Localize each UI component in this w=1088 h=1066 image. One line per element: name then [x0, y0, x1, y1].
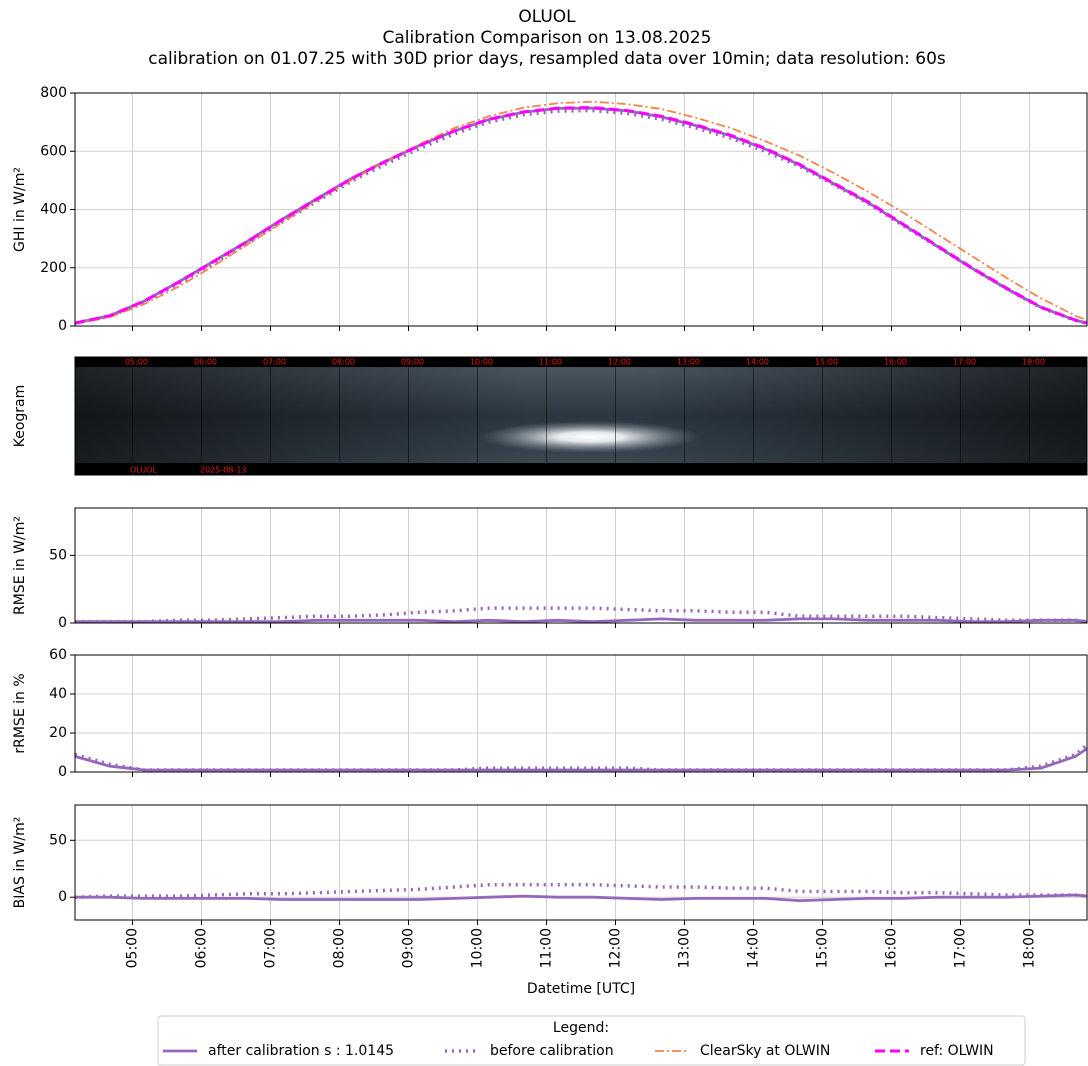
series-line	[75, 747, 1087, 772]
subtitle: Calibration Comparison on 13.08.2025	[382, 28, 711, 48]
axes-frame	[74, 654, 1088, 773]
keogram-label: 06:00	[194, 358, 217, 367]
x-tick-label: 13:00	[677, 928, 693, 968]
keogram-label: 10:00	[470, 358, 493, 367]
keogram-label: 13:00	[677, 358, 700, 367]
series-line	[75, 893, 1087, 903]
x-tick-label: 06:00	[194, 928, 210, 968]
axes-frame	[74, 92, 1088, 327]
x-tick-label: 16:00	[884, 928, 900, 968]
y-axis-label: Keogram	[12, 385, 28, 448]
series-line	[75, 617, 1087, 623]
x-tick-label: 12:00	[608, 928, 624, 968]
keogram-label: 2025-08-13	[200, 466, 247, 475]
y-axis-label: RMSE in W/m²	[12, 516, 28, 615]
x-tick-label: 17:00	[953, 928, 969, 968]
y-tick-label: 800	[40, 85, 67, 101]
keogram-label: 18:00	[1022, 358, 1045, 367]
y-tick-label: 50	[49, 832, 67, 848]
y-tick-label: 0	[58, 615, 67, 631]
x-tick-label: 07:00	[263, 928, 279, 968]
y-tick-label: 600	[40, 143, 67, 159]
axes-frame	[74, 356, 1088, 476]
legend-title: Legend:	[553, 1020, 609, 1036]
axes-frame	[74, 804, 1088, 921]
series-line	[75, 106, 1087, 325]
series-line	[75, 882, 1087, 899]
series-line	[75, 100, 1087, 325]
y-tick-label: 40	[49, 686, 67, 702]
y-axis-label: BIAS in W/m²	[12, 817, 28, 909]
keogram-label: 12:00	[608, 358, 631, 367]
x-tick-label: 08:00	[332, 928, 348, 968]
y-tick-label: 60	[49, 647, 67, 663]
legend-label: before calibration	[490, 1043, 614, 1059]
x-tick-label: 10:00	[470, 928, 486, 968]
keogram-label: 05:00	[125, 358, 148, 367]
axes-frame	[74, 507, 1088, 624]
keogram-label: 17:00	[953, 358, 976, 367]
y-tick-label: 400	[40, 202, 67, 218]
series-line	[75, 743, 1087, 772]
keogram-sun	[480, 421, 700, 453]
keogram-label: 09:00	[401, 358, 424, 367]
x-tick-label: 14:00	[746, 928, 762, 968]
x-tick-label: 15:00	[815, 928, 831, 968]
y-tick-label: 0	[58, 889, 67, 905]
keogram-label: OLUOL	[130, 466, 158, 475]
keogram-label: 07:00	[263, 358, 286, 367]
legend-label: ClearSky at OLWIN	[700, 1043, 830, 1059]
title: OLUOL	[518, 7, 576, 27]
keogram-label: 08:00	[332, 358, 355, 367]
y-tick-label: 20	[49, 725, 67, 741]
series-line	[75, 108, 1087, 326]
series-line	[75, 106, 1087, 325]
keogram-label: 14:00	[746, 358, 769, 367]
y-tick-label: 50	[49, 547, 67, 563]
y-axis-label: rRMSE in %	[12, 673, 28, 753]
legend-label: ref: OLWIN	[920, 1043, 994, 1059]
legend-label: after calibration s : 1.0145	[208, 1043, 394, 1059]
x-axis-label: Datetime [UTC]	[527, 981, 635, 997]
keogram-label: 15:00	[815, 358, 838, 367]
keogram-label: 11:00	[539, 358, 562, 367]
y-tick-label: 200	[40, 260, 67, 276]
x-tick-label: 05:00	[125, 928, 141, 968]
subtitle: calibration on 01.07.25 with 30D prior d…	[148, 49, 946, 69]
keogram-band	[75, 463, 1087, 475]
keogram-label: 16:00	[884, 358, 907, 367]
x-tick-label: 09:00	[401, 928, 417, 968]
keogram-band	[75, 357, 1087, 367]
x-tick-label: 11:00	[539, 928, 555, 968]
y-tick-label: 0	[58, 318, 67, 334]
x-tick-label: 18:00	[1022, 928, 1038, 968]
y-axis-label: GHI in W/m²	[12, 167, 28, 252]
y-tick-label: 0	[58, 764, 67, 780]
legend-box	[157, 1015, 1026, 1066]
